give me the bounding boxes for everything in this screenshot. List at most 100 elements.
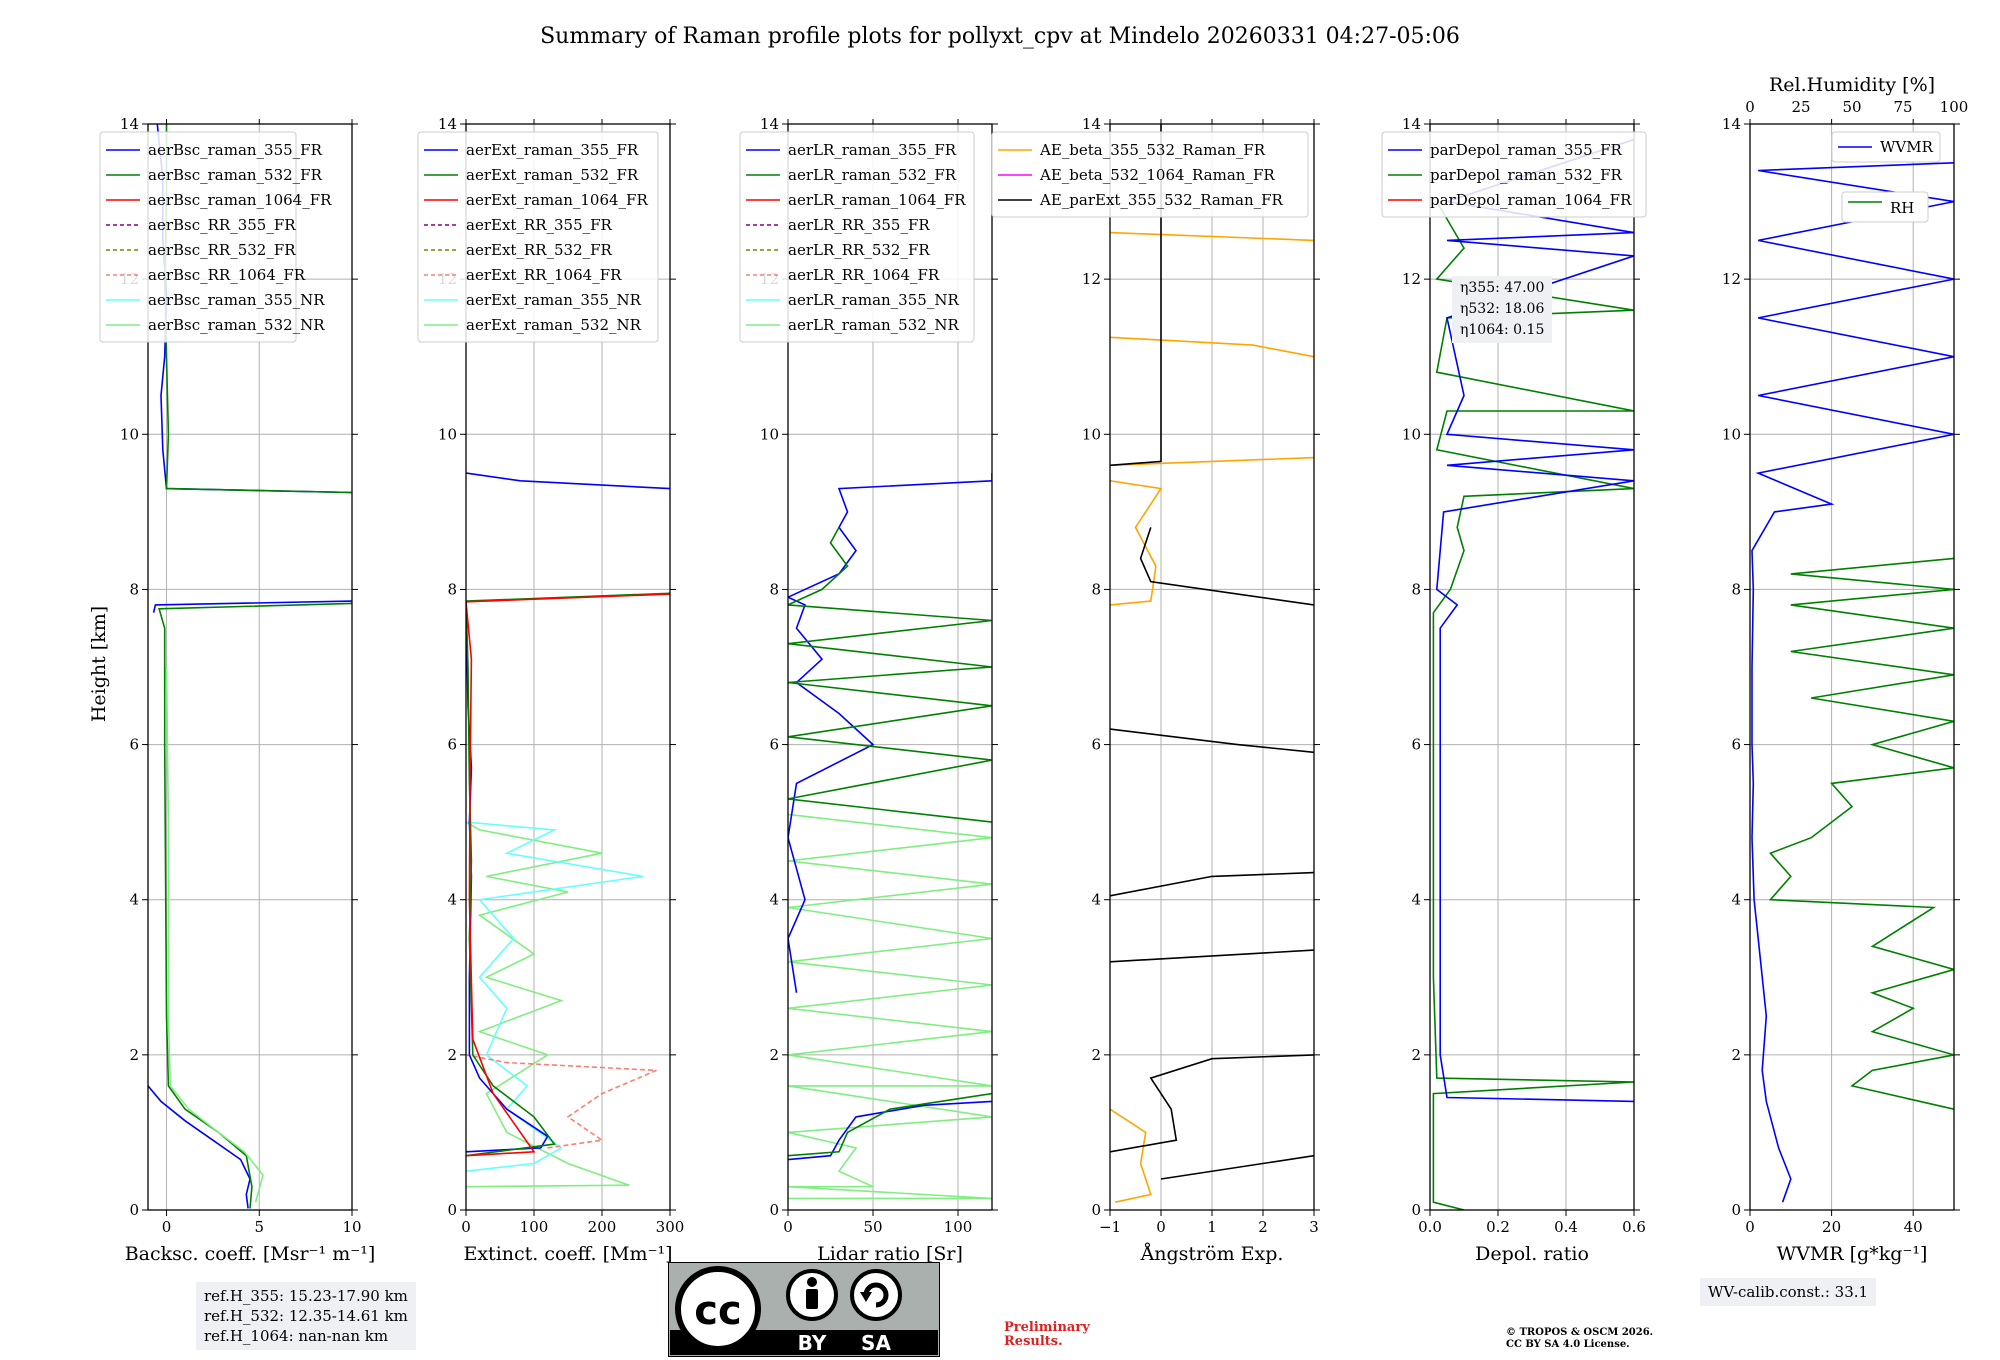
legend-entry: aerExt_raman_532_NR <box>466 316 642 334</box>
legend-box-rh <box>1841 191 1929 223</box>
legend-box <box>739 131 975 343</box>
legend-entry: aerBsc_RR_532_FR <box>148 241 296 259</box>
legend-entry: WVMR <box>1880 138 1934 156</box>
y-tick-label: 14 <box>760 115 779 133</box>
x-tick-label: 0.2 <box>1486 1218 1510 1236</box>
eta-532: η532: 18.06 <box>1460 301 1545 317</box>
legend-ext: aerExt_raman_355_FR aerExt_raman_532_FRae… <box>417 131 659 343</box>
series-aerBsc_raman_532_NR <box>165 666 264 1203</box>
series-aerExt_RR_1064_FR <box>466 1054 657 1149</box>
x2-tick-label: 25 <box>1791 98 1810 116</box>
y-tick-label: 10 <box>1722 425 1741 443</box>
legend-entry: aerLR_raman_532_FR <box>788 166 957 184</box>
x-axis-label-depol: Depol. ratio <box>1475 1243 1589 1265</box>
series-AE_parExt_355_532_Raman_FR_low <box>1110 1054 1314 1153</box>
x-tick-label: 300 <box>656 1218 685 1236</box>
legend-lr: aerLR_raman_355_FR aerLR_raman_532_FR aerL… <box>739 131 975 343</box>
x2-tick-label: 50 <box>1842 98 1861 116</box>
y-tick-label: 0 <box>1411 1201 1421 1219</box>
x-axis-label-bsc: Backsc. coeff. [Msr⁻¹ m⁻¹] <box>125 1243 376 1265</box>
x-tick-label: 0.4 <box>1554 1218 1578 1236</box>
y-tick-label: 6 <box>1411 736 1421 754</box>
sa-label: SA <box>861 1331 891 1355</box>
y-tick-label: 0 <box>129 1201 139 1219</box>
legend-entry: aerBsc_RR_355_FR <box>148 216 296 234</box>
legend-box <box>991 131 1309 218</box>
series-parDepol_raman_532_FR <box>1432 201 1634 1210</box>
axes-frame <box>1749 123 1955 1211</box>
x-tick-label: 0 <box>461 1218 471 1236</box>
y-tick-label: 6 <box>447 736 457 754</box>
eta-355: η355: 47.00 <box>1460 280 1545 296</box>
legend-entry: aerBsc_raman_355_NR <box>148 291 325 309</box>
series-group-lr <box>788 473 992 1200</box>
y-tick-label: 8 <box>1411 580 1421 598</box>
x-tick-label: 10 <box>342 1218 361 1236</box>
y-tick-label: 6 <box>1731 736 1741 754</box>
legend-entry: aerLR_RR_532_FR <box>788 241 930 259</box>
series-RH <box>1768 557 1954 1110</box>
legend-entry: parDepol_raman_532_FR <box>1430 166 1623 184</box>
by-label: BY <box>798 1331 827 1355</box>
x-tick-label: 0 <box>1745 1218 1755 1236</box>
series-AE_beta_355_532_Raman_FR_upper <box>1110 480 1163 606</box>
y-tick-label: 10 <box>120 425 139 443</box>
eta-1064: η1064: 0.15 <box>1460 322 1545 338</box>
y-tick-label: 8 <box>1091 580 1101 598</box>
y-tick-label: 0 <box>769 1201 779 1219</box>
x2-axis-label: Rel.Humidity [%] <box>1769 74 1935 96</box>
y-tick-label: 6 <box>129 736 139 754</box>
y-tick-label: 2 <box>447 1046 457 1064</box>
legend-entry: AE_beta_532_1064_Raman_FR <box>1039 166 1275 184</box>
y-tick-label: 2 <box>1411 1046 1421 1064</box>
legend-box <box>99 131 297 343</box>
series-aerLR_raman_532_FR_upper <box>788 527 992 823</box>
legend-box <box>417 131 659 343</box>
x-tick-label: 0 <box>1156 1218 1166 1236</box>
panel-bsc: 051002468101214Backsc. coeff. [Msr⁻¹ m⁻¹… <box>99 115 376 1265</box>
y-tick-label: 6 <box>1091 736 1101 754</box>
y-tick-label: 4 <box>1731 891 1741 909</box>
legend-entry: AE_beta_355_532_Raman_FR <box>1039 141 1266 159</box>
y-tick-label: 10 <box>1402 425 1421 443</box>
y-tick-label: 4 <box>769 891 779 909</box>
series-parDepol_raman_355_FR <box>1435 138 1634 1103</box>
preliminary-note: Preliminary Results. <box>1004 1321 1090 1349</box>
x-tick-label: 1 <box>1207 1218 1217 1236</box>
legend-entry: aerExt_RR_532_FR <box>466 241 613 259</box>
series-AE_parExt_355_532_Raman_FR_mid3 <box>1110 728 1314 754</box>
series-AE_parExt_355_532_Raman_FR_mid <box>1110 949 1314 963</box>
series-AE_beta_355_532_Raman_FR_top2 <box>1110 336 1314 358</box>
legend-entry: aerExt_RR_1064_FR <box>466 266 622 284</box>
x-tick-label: 200 <box>588 1218 617 1236</box>
panel-ext: 010020030002468101214Extinct. coeff. [Mm… <box>417 115 685 1265</box>
figure-title: Summary of Raman profile plots for polly… <box>540 24 1460 49</box>
y-tick-label: 10 <box>1082 425 1101 443</box>
series-aerExt_raman_355_FR_cirrus <box>466 472 670 490</box>
series-aerExt_raman_1064_FR <box>466 593 670 1157</box>
y-tick-label: 2 <box>1731 1046 1741 1064</box>
y-tick-label: 12 <box>1722 270 1741 288</box>
legend-entry: aerBsc_raman_532_FR <box>148 166 323 184</box>
y-tick-label: 10 <box>438 425 457 443</box>
x-tick-label: 0 <box>162 1218 172 1236</box>
legend-entry: aerBsc_raman_355_FR <box>148 141 323 159</box>
y-tick-label: 2 <box>769 1046 779 1064</box>
legend-entry: aerExt_RR_355_FR <box>466 216 613 234</box>
series-aerLR_raman_355_FR_mid <box>788 596 875 993</box>
axes-frame <box>465 123 671 1211</box>
panel-wv: 0 20 40 0 2 4 6 8 10 12 14 WVMR [g*kg⁻¹] 0 25 50 75 100 R… <box>1722 74 1968 1265</box>
y-tick-label: 0 <box>447 1201 457 1219</box>
series-aerLR_raman_532_NR <box>788 813 992 1200</box>
axes-frame <box>1429 123 1635 1211</box>
series-AE_parExt_355_532_Raman_FR_up2 <box>1110 124 1162 467</box>
y-tick-label: 8 <box>1731 580 1741 598</box>
series-aerBsc_raman_355_FR <box>148 1085 251 1209</box>
ref-height-1064: ref.H_1064: nan-nan km <box>204 1327 389 1345</box>
reference-heights-box: ref.H_355: 15.23-17.90 km ref.H_532: 12.… <box>196 1282 416 1350</box>
legend-entry: parDepol_raman_355_FR <box>1430 141 1623 159</box>
series-aerLR_raman_355_FR <box>788 1100 992 1161</box>
ref-height-532: ref.H_532: 12.35-14.61 km <box>204 1307 408 1325</box>
